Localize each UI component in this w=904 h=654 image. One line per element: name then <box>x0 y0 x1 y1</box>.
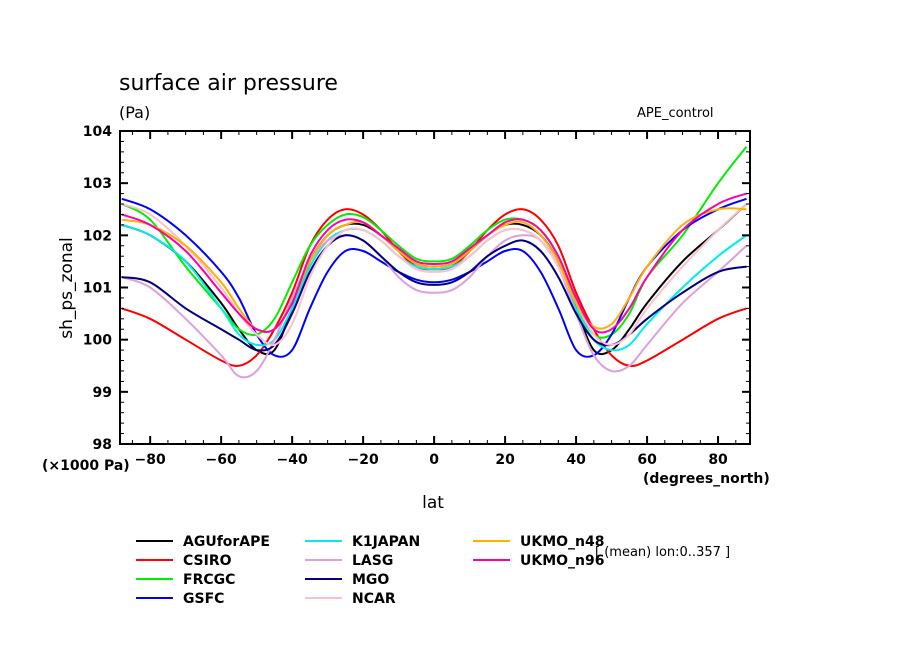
legend-label: NCAR <box>352 591 396 607</box>
y-axis-title: sh_ps_zonal <box>57 237 77 339</box>
x-tick-label: −80 <box>135 452 166 468</box>
y-tick-label: 99 <box>93 385 112 401</box>
x-tick-label: 40 <box>566 452 586 468</box>
legend-label: K1JAPAN <box>352 534 420 550</box>
series-line-gsfc <box>121 197 747 358</box>
legend-item: UKMO_n48 <box>473 534 605 550</box>
legend-item: GSFC <box>136 591 224 607</box>
x-tick-label: 60 <box>637 452 657 468</box>
averaging-note: [ (mean) lon:0..357 ] <box>595 545 730 560</box>
legend-label: AGUforAPE <box>183 534 270 550</box>
legend-item: LASG <box>305 553 393 569</box>
legend-label: FRCGC <box>183 572 235 588</box>
legend-item: UKMO_n96 <box>473 553 605 569</box>
legend-label: MGO <box>352 572 389 588</box>
x-axis-title: lat <box>422 493 444 513</box>
plot-frame <box>119 130 751 445</box>
legend-label: UKMO_n48 <box>520 534 605 550</box>
legend-item: K1JAPAN <box>305 534 420 550</box>
chart-title: surface air pressure <box>119 71 338 96</box>
x-tick-label: −20 <box>348 452 379 468</box>
x-tick-label: −60 <box>206 452 237 468</box>
series-line-csiro <box>121 208 747 367</box>
y-tick-label: 101 <box>83 281 112 297</box>
series-line-k1japan <box>121 223 748 352</box>
experiment-label: APE_control <box>637 106 714 121</box>
series-line-frcgc <box>121 145 748 339</box>
legend-item: MGO <box>305 572 389 588</box>
y-tick-label: 100 <box>83 333 112 349</box>
x-axis-units: (degrees_north) <box>643 471 770 487</box>
legend-item: CSIRO <box>136 553 232 569</box>
axes-layer: −80 −60 −40 −20 0 20 40 60 80 98 99 100 101 102 103 104 <box>83 124 751 468</box>
y-tick-label: 103 <box>83 176 112 192</box>
series-line-ukmo-n96 <box>121 192 747 334</box>
series-layer <box>121 145 748 379</box>
legend-item: NCAR <box>305 591 396 607</box>
y-tick-label: 98 <box>93 437 112 453</box>
series-line-ncar <box>121 203 748 347</box>
legend-label: CSIRO <box>183 553 232 569</box>
legend-item: AGUforAPE <box>136 534 270 550</box>
units-label: (Pa) <box>119 103 150 122</box>
x-tick-label: 20 <box>495 452 515 468</box>
x-tick-label: 80 <box>708 452 728 468</box>
series-line-lasg <box>121 234 748 379</box>
legend-label: GSFC <box>183 591 224 607</box>
legend-label: LASG <box>352 553 393 569</box>
y-tick-label: 104 <box>83 124 112 140</box>
legend-label: UKMO_n96 <box>520 553 605 569</box>
x-tick-label: 0 <box>429 452 439 468</box>
y-tick-label: 102 <box>83 228 112 244</box>
legend-item: FRCGC <box>136 572 235 588</box>
y-axis-units: (×1000 Pa) <box>42 458 130 474</box>
x-tick-label: −40 <box>277 452 308 468</box>
legend: AGUforAPE CSIRO FRCGC GSFC K1JAPAN LASG MGO NCA… <box>136 534 605 607</box>
